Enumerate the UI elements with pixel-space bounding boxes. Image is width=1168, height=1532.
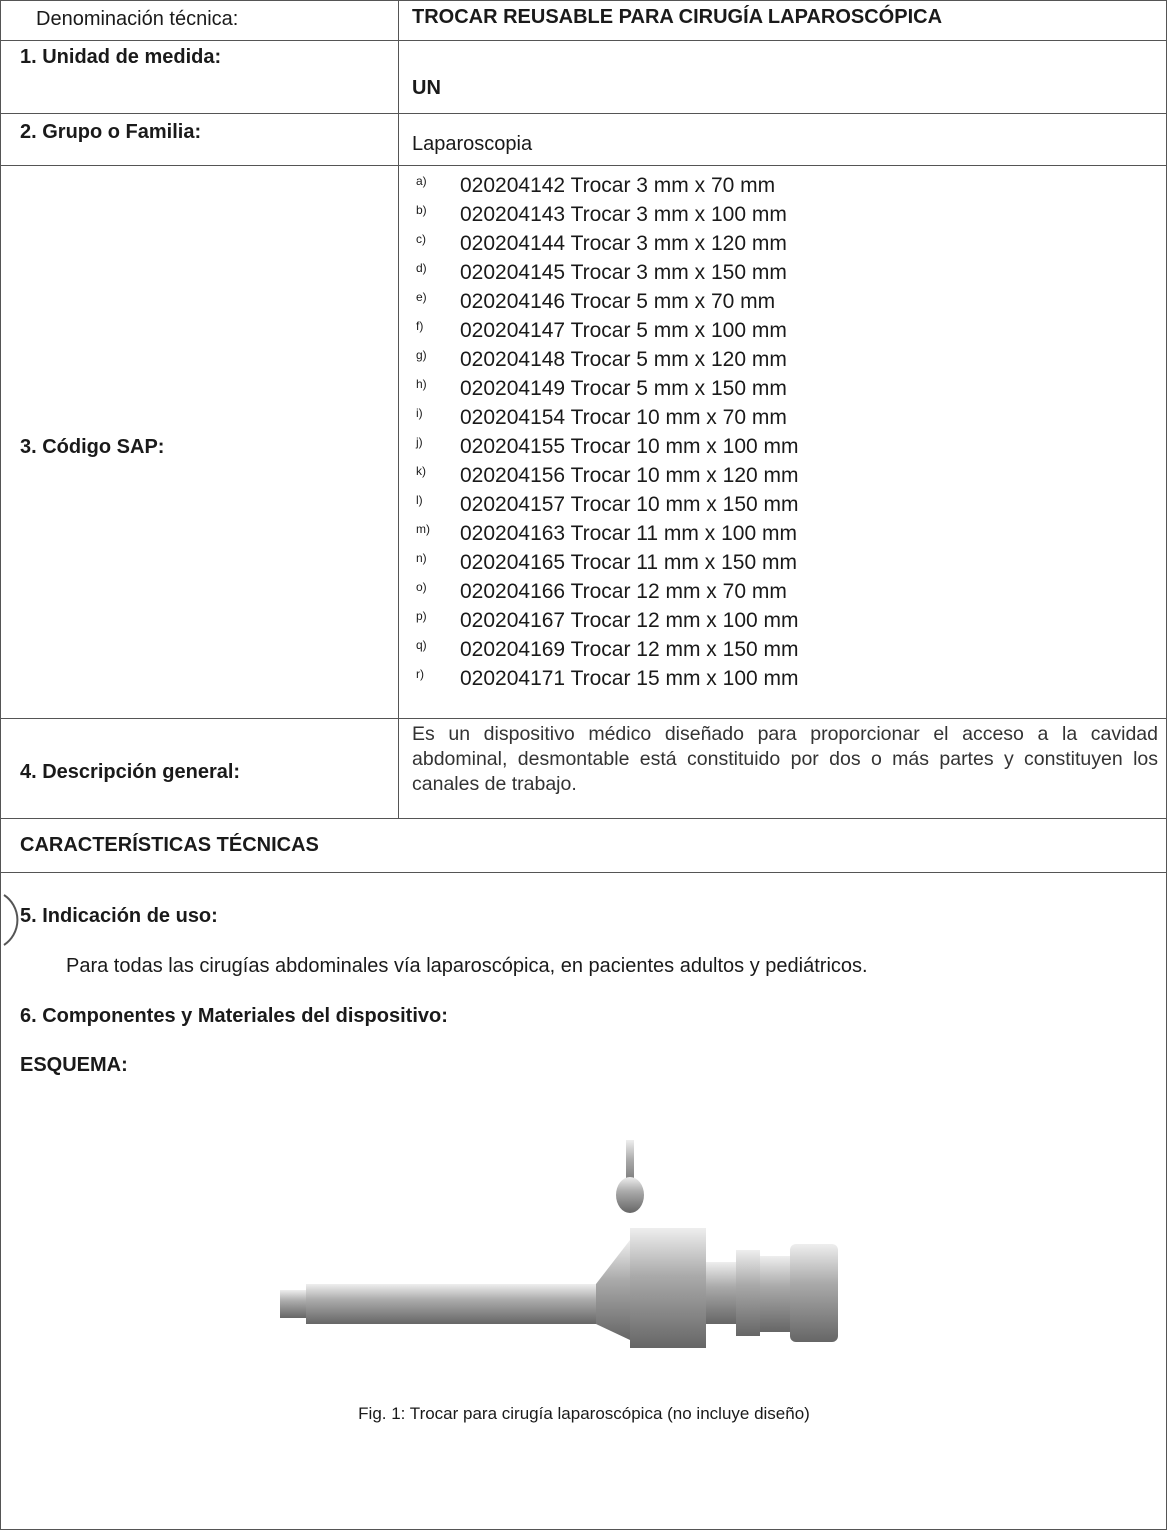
item-letter: j) (416, 435, 423, 449)
item-letter: c) (416, 232, 426, 246)
item-text: 020204156 Trocar 10 mm x 120 mm (460, 464, 799, 487)
section-title: CARACTERÍSTICAS TÉCNICAS (20, 834, 319, 856)
trocar-part (706, 1262, 736, 1324)
trocar-part (736, 1250, 760, 1336)
rule (398, 0, 399, 818)
item-text: 020204142 Trocar 3 mm x 70 mm (460, 174, 776, 197)
item-text: 020204143 Trocar 3 mm x 100 mm (460, 203, 787, 226)
item-text: 020204146 Trocar 5 mm x 70 mm (460, 290, 776, 313)
rule (0, 113, 1166, 114)
item-text: 020204171 Trocar 15 mm x 100 mm (460, 667, 799, 690)
label: Denominación técnica: (36, 8, 239, 30)
label: 1. Unidad de medida: (20, 46, 222, 68)
trocar-part (596, 1240, 630, 1340)
item-letter: a) (416, 174, 427, 188)
rule (0, 0, 1166, 1)
item-letter: m) (416, 522, 430, 536)
item-letter: e) (416, 290, 427, 304)
item-letter: h) (416, 377, 427, 391)
item-text: 020204155 Trocar 10 mm x 100 mm (460, 435, 799, 458)
trocar-part (616, 1177, 644, 1213)
item-text: 020204145 Trocar 3 mm x 150 mm (460, 261, 787, 284)
item-letter: b) (416, 203, 427, 217)
item-text: 020204166 Trocar 12 mm x 70 mm (460, 580, 787, 603)
item-text: 020204148 Trocar 5 mm x 120 mm (460, 348, 787, 371)
caption: Fig. 1: Trocar para cirugía laparoscópic… (358, 1404, 810, 1423)
rule (0, 40, 1166, 41)
label: 4. Descripción general: (20, 761, 241, 783)
item-text: 020204144 Trocar 3 mm x 120 mm (460, 232, 787, 255)
item-letter: n) (416, 551, 427, 565)
item-letter: r) (416, 667, 424, 681)
item-letter: p) (416, 609, 427, 623)
rule (0, 0, 1, 1530)
rule (0, 165, 1166, 166)
description: Es un dispositivo médico diseñado para p… (412, 723, 1158, 795)
item-text: 020204169 Trocar 12 mm x 150 mm (460, 638, 799, 661)
label: ESQUEMA: (20, 1054, 128, 1076)
item-letter: q) (416, 638, 427, 652)
trocar-part (630, 1228, 706, 1348)
rule (1166, 0, 1167, 1530)
item-letter: d) (416, 261, 427, 275)
label: 2. Grupo o Familia: (20, 121, 202, 143)
trocar-part (790, 1244, 838, 1342)
item-text: 020204154 Trocar 10 mm x 70 mm (460, 406, 787, 429)
rule (0, 1529, 1166, 1530)
trocar-part (306, 1284, 596, 1324)
rule (0, 818, 1166, 819)
item-text: 020204163 Trocar 11 mm x 100 mm (460, 522, 797, 545)
item-letter: g) (416, 348, 427, 362)
trocar-part (760, 1256, 790, 1332)
stamp (3, 894, 19, 946)
title: TROCAR REUSABLE PARA CIRUGÍA LAPAROSCÓPI… (412, 6, 943, 28)
label: 6. Componentes y Materiales del disposit… (20, 1005, 448, 1027)
item-text: 020204149 Trocar 5 mm x 150 mm (460, 377, 787, 400)
value: UN (412, 77, 441, 99)
item-letter: i) (416, 406, 423, 420)
rule (0, 872, 1166, 873)
label: 5. Indicación de uso: (20, 905, 218, 927)
item-text: 020204165 Trocar 11 mm x 150 mm (460, 551, 797, 574)
text: Para todas las cirugías abdominales vía … (66, 955, 868, 977)
trocar-part (626, 1140, 634, 1190)
item-letter: k) (416, 464, 426, 478)
item-text: 020204157 Trocar 10 mm x 150 mm (460, 493, 799, 516)
item-letter: l) (416, 493, 423, 507)
item-text: 020204147 Trocar 5 mm x 100 mm (460, 319, 787, 342)
label: 3. Código SAP: (20, 436, 165, 458)
item-letter: f) (416, 319, 424, 333)
trocar-part (280, 1290, 310, 1318)
rule (0, 718, 1166, 719)
item-text: 020204167 Trocar 12 mm x 100 mm (460, 609, 799, 632)
item-letter: o) (416, 580, 427, 594)
value: Laparoscopia (412, 133, 533, 155)
